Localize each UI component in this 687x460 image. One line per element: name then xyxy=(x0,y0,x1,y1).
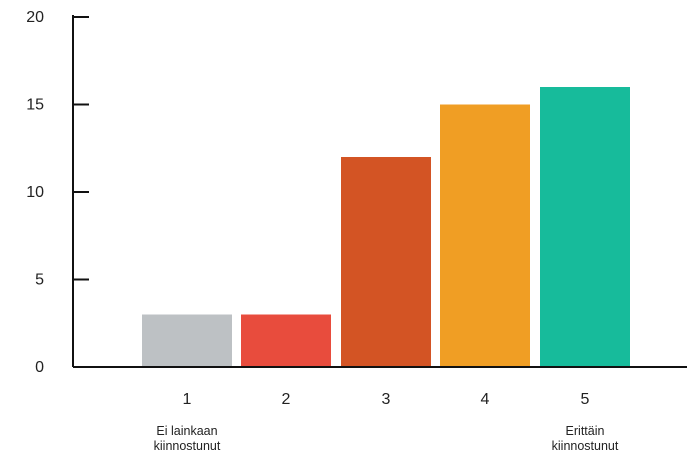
bars xyxy=(142,87,630,367)
y-tick-label: 10 xyxy=(26,184,44,201)
category-note-line: kiinnostunut xyxy=(552,439,619,453)
x-tick-label: 5 xyxy=(581,391,590,408)
y-axis-ticks: 0 5 10 15 20 xyxy=(26,9,89,376)
bar xyxy=(142,314,232,367)
category-note-line: kiinnostunut xyxy=(154,439,221,453)
bar xyxy=(440,104,530,367)
bar xyxy=(241,314,331,367)
y-tick-label: 0 xyxy=(35,359,44,376)
category-note-line: Ei lainkaan xyxy=(156,424,217,438)
y-tick-label: 20 xyxy=(26,9,44,26)
x-tick-label: 3 xyxy=(382,391,391,408)
y-tick-label: 5 xyxy=(35,272,44,289)
bar xyxy=(341,157,431,367)
x-tick-label: 2 xyxy=(282,391,291,408)
x-axis-ticks: 1 2 3 4 5 xyxy=(183,391,590,408)
bar xyxy=(540,87,630,367)
category-notes: Ei lainkaankiinnostunutErittäinkiinnostu… xyxy=(154,424,619,453)
category-note-line: Erittäin xyxy=(566,424,605,438)
y-tick-label: 15 xyxy=(26,97,44,114)
x-tick-label: 4 xyxy=(481,391,490,408)
x-tick-label: 1 xyxy=(183,391,192,408)
